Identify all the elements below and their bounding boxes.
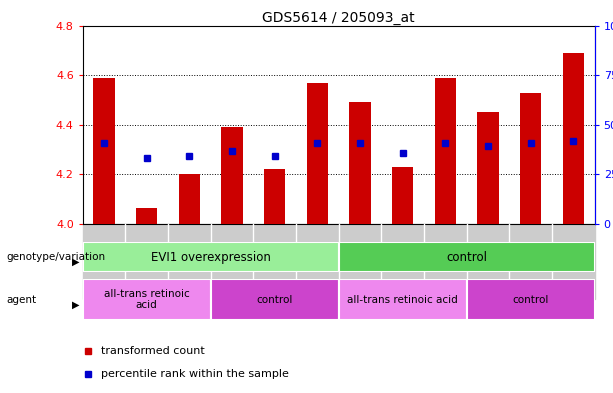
Bar	[136, 208, 158, 224]
Bar	[338, 224, 381, 299]
Text: all-trans retinoic acid: all-trans retinoic acid	[348, 295, 458, 305]
Bar	[466, 224, 509, 299]
Text: ▶: ▶	[72, 256, 80, 266]
Text: agent: agent	[6, 295, 36, 305]
Bar	[83, 224, 126, 299]
Bar	[424, 224, 466, 299]
Bar	[296, 224, 338, 299]
Text: all-trans retinoic
acid: all-trans retinoic acid	[104, 289, 189, 310]
Bar	[83, 279, 211, 320]
Bar	[552, 224, 595, 299]
Bar	[381, 224, 424, 299]
Text: EVI1 overexpression: EVI1 overexpression	[151, 251, 271, 264]
Bar	[211, 224, 253, 299]
Text: genotype/variation: genotype/variation	[6, 252, 105, 262]
Bar	[509, 224, 552, 299]
Bar	[338, 242, 595, 272]
Text: control: control	[512, 295, 549, 305]
Bar	[563, 53, 584, 224]
Bar	[338, 279, 466, 320]
Title: GDS5614 / 205093_at: GDS5614 / 205093_at	[262, 11, 415, 24]
Bar	[253, 224, 296, 299]
Bar	[435, 78, 456, 224]
Bar	[179, 174, 200, 224]
Bar	[466, 279, 595, 320]
Bar	[392, 167, 413, 224]
Bar	[520, 92, 541, 224]
Bar	[83, 242, 338, 272]
Bar	[306, 83, 328, 224]
Bar	[221, 127, 243, 224]
Bar	[478, 112, 498, 224]
Bar	[126, 224, 168, 299]
Text: control: control	[446, 251, 487, 264]
Bar	[93, 78, 115, 224]
Bar	[211, 279, 338, 320]
Bar	[349, 103, 371, 224]
Text: ▶: ▶	[72, 299, 80, 310]
Text: percentile rank within the sample: percentile rank within the sample	[101, 369, 289, 379]
Bar	[264, 169, 286, 224]
Text: control: control	[256, 295, 293, 305]
Bar	[168, 224, 211, 299]
Text: transformed count: transformed count	[101, 346, 204, 356]
